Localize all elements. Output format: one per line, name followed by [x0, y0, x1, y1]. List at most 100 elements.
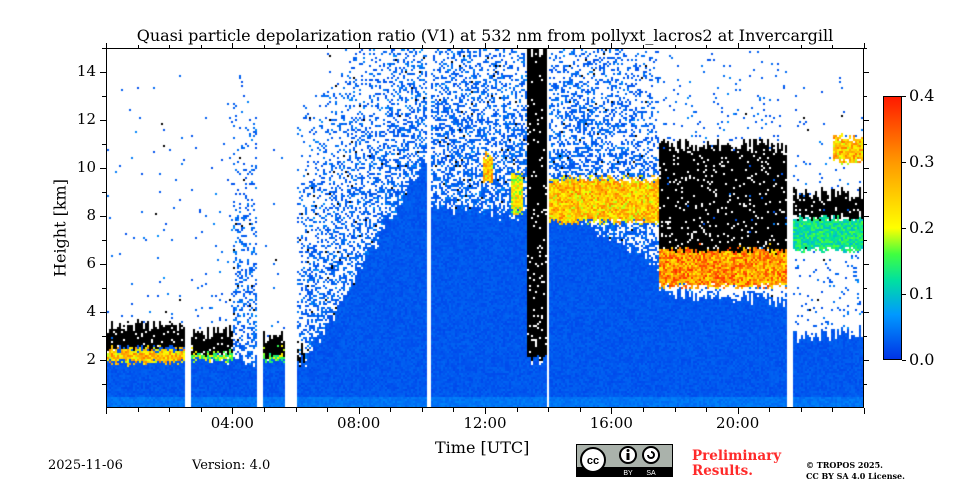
x-tick-top [263, 45, 265, 49]
y-tick-label: 2 [86, 350, 96, 368]
x-tick-top [390, 45, 392, 49]
x-tick-top [706, 45, 708, 49]
y-tick [102, 240, 106, 241]
colorbar [883, 96, 902, 360]
x-tick-label: 04:00 [210, 414, 254, 432]
y-tick [100, 72, 106, 73]
x-tick-top [769, 45, 771, 49]
colorbar-tick [902, 360, 906, 361]
x-tick-top [516, 45, 518, 49]
preliminary-results-label: Preliminary Results. [692, 449, 781, 479]
y-tick [100, 312, 106, 313]
x-tick-top [832, 45, 834, 49]
y-tick-right [863, 240, 867, 241]
colorbar-tick-label: 0.0 [909, 350, 935, 369]
x-tick [232, 408, 234, 414]
x-tick-label: 08:00 [337, 414, 381, 432]
x-tick [263, 408, 265, 412]
x-tick [137, 408, 139, 412]
x-axis-label: Time [UTC] [435, 438, 530, 457]
x-tick [200, 408, 202, 412]
x-tick [327, 408, 329, 412]
y-tick-right [863, 96, 867, 97]
x-tick [358, 408, 360, 414]
y-tick-label: 10 [76, 158, 96, 176]
colorbar-tick [902, 96, 906, 97]
y-tick-label: 8 [86, 206, 96, 224]
x-tick [706, 408, 708, 412]
y-tick-label: 6 [86, 254, 96, 272]
x-tick [674, 408, 676, 412]
y-tick-right [863, 288, 867, 289]
x-tick-top [421, 45, 423, 49]
x-tick-label: 16:00 [589, 414, 633, 432]
y-tick [100, 120, 106, 121]
x-tick [800, 408, 802, 412]
colorbar-tick-label: 0.2 [909, 218, 935, 237]
preliminary-line2: Results. [692, 463, 753, 479]
y-tick-label: 4 [86, 302, 96, 320]
x-tick-top [327, 45, 329, 49]
x-tick [516, 408, 518, 412]
license-line: CC BY SA 4.0 License. [806, 471, 905, 481]
x-tick-top [579, 45, 581, 49]
colorbar-tick [902, 162, 906, 163]
y-tick [102, 96, 106, 97]
y-tick [100, 360, 106, 361]
x-tick [390, 408, 392, 412]
x-tick [421, 408, 423, 412]
x-tick-top [674, 45, 676, 49]
y-tick-right [863, 168, 869, 169]
y-tick [102, 144, 106, 145]
colorbar-tick [902, 294, 906, 295]
x-tick [769, 408, 771, 412]
y-tick [102, 48, 106, 49]
version-label: Version: 4.0 [192, 458, 271, 473]
x-tick-top [800, 45, 802, 49]
y-tick [102, 192, 106, 193]
y-tick-right [863, 72, 869, 73]
colorbar-tick [902, 228, 906, 229]
x-tick [169, 408, 171, 412]
svg-text:cc: cc [587, 455, 599, 467]
y-tick-right [863, 120, 869, 121]
x-tick-top [642, 45, 644, 49]
cc-by-sa-icon: cc BY SA [577, 446, 672, 477]
x-tick [295, 408, 297, 412]
y-tick-right [863, 312, 869, 313]
date-label: 2025-11-06 [48, 458, 123, 473]
x-tick [579, 408, 581, 412]
plot-area [106, 48, 864, 408]
y-tick-label: 14 [76, 62, 96, 80]
heatmap-canvas [107, 49, 863, 407]
x-tick-label: 20:00 [716, 414, 760, 432]
x-tick-top [137, 45, 139, 49]
x-tick-top [864, 43, 865, 49]
x-tick [832, 408, 834, 412]
x-tick-top [200, 45, 202, 49]
preliminary-line1: Preliminary [692, 448, 782, 464]
y-tick-right [863, 360, 869, 361]
y-tick-right [863, 264, 869, 265]
x-tick-top [232, 43, 234, 49]
x-tick [642, 408, 644, 412]
x-tick-top [737, 43, 739, 49]
svg-text:SA: SA [646, 470, 656, 476]
x-tick [485, 408, 486, 414]
y-tick-label: 12 [76, 110, 96, 128]
y-axis-label: Height [km] [50, 179, 70, 277]
colorbar-tick-label: 0.3 [909, 152, 935, 171]
x-tick [864, 408, 865, 414]
x-tick-top [453, 45, 455, 49]
y-tick [100, 264, 106, 265]
license-text: © TROPOS 2025. CC BY SA 4.0 License. [806, 460, 905, 482]
x-tick [611, 408, 613, 414]
x-tick [453, 408, 455, 412]
x-tick-top [548, 45, 550, 49]
y-tick-right [863, 144, 867, 145]
x-tick-top [358, 43, 360, 49]
y-tick [102, 336, 106, 337]
x-tick-top [485, 43, 486, 49]
x-tick [737, 408, 739, 414]
y-tick-right [863, 48, 867, 49]
